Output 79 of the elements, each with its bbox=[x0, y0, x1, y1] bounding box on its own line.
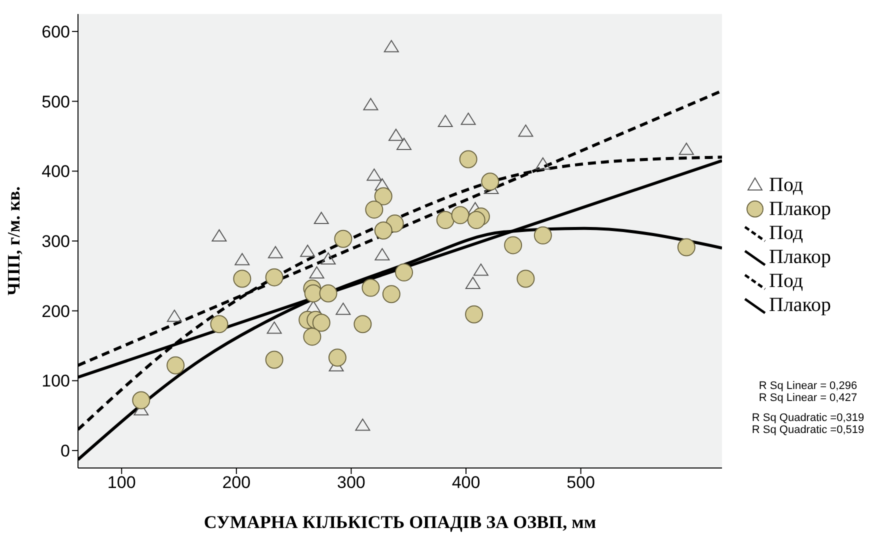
y-tick-label: 500 bbox=[42, 92, 70, 112]
point bbox=[473, 264, 488, 276]
point bbox=[234, 253, 250, 266]
point bbox=[306, 300, 321, 313]
y-tick-label: 100 bbox=[42, 372, 70, 391]
point bbox=[319, 284, 338, 302]
point bbox=[535, 157, 550, 170]
point bbox=[132, 391, 150, 410]
point bbox=[266, 322, 282, 334]
text: R Sq Quadratic =0,319 bbox=[750, 412, 866, 424]
point bbox=[374, 187, 392, 206]
x-axis-title: СУМАРНА КІЛЬКІСТЬ ОПАДІВ ЗА ОЗВП, мм bbox=[204, 512, 596, 532]
point bbox=[265, 268, 284, 286]
point bbox=[438, 114, 453, 127]
point bbox=[314, 212, 329, 224]
point bbox=[534, 226, 552, 244]
point bbox=[384, 40, 399, 52]
text: R Sq Linear = 0,427 bbox=[758, 392, 858, 404]
point bbox=[396, 138, 412, 150]
y-axis-title: ЧПП, г/м. кв. bbox=[3, 186, 24, 296]
point bbox=[166, 310, 182, 322]
point bbox=[265, 350, 284, 369]
point bbox=[233, 270, 252, 288]
point bbox=[312, 314, 330, 332]
point bbox=[303, 328, 322, 346]
x-tick-label: 100 bbox=[107, 473, 136, 492]
legend-label: Плакор bbox=[769, 294, 832, 316]
point bbox=[465, 276, 480, 290]
legend-label: Под bbox=[769, 270, 804, 292]
text: R Sq Linear = 0,296 bbox=[758, 380, 858, 392]
point bbox=[388, 128, 404, 141]
point bbox=[451, 206, 470, 224]
point bbox=[268, 246, 283, 258]
point bbox=[362, 278, 380, 297]
point bbox=[212, 229, 227, 242]
x-tick-label: 200 bbox=[222, 473, 251, 492]
point bbox=[374, 178, 390, 191]
point bbox=[374, 222, 392, 240]
legend-label: Плакор bbox=[769, 246, 832, 268]
point bbox=[334, 230, 352, 248]
point bbox=[467, 211, 486, 230]
legend-label: Плакор bbox=[769, 198, 832, 220]
point bbox=[677, 238, 696, 256]
point bbox=[459, 150, 478, 168]
point bbox=[210, 315, 228, 334]
point bbox=[481, 172, 500, 191]
y-tick-label: 200 bbox=[42, 302, 70, 321]
point bbox=[320, 252, 336, 265]
x-tick-label: 300 bbox=[337, 473, 366, 492]
point bbox=[366, 168, 382, 181]
point bbox=[355, 418, 370, 431]
point bbox=[460, 112, 476, 125]
y-tick-label: 600 bbox=[42, 22, 70, 42]
point bbox=[363, 98, 378, 110]
point bbox=[300, 244, 316, 257]
point bbox=[304, 284, 322, 302]
point bbox=[518, 124, 534, 137]
point bbox=[166, 356, 185, 374]
point bbox=[365, 200, 384, 219]
point bbox=[328, 348, 346, 367]
point bbox=[309, 266, 324, 279]
point bbox=[516, 270, 535, 288]
point bbox=[374, 248, 390, 260]
point bbox=[382, 285, 400, 304]
y-tick-label: 400 bbox=[42, 162, 70, 182]
point bbox=[436, 211, 454, 230]
point bbox=[678, 142, 694, 155]
legend-label: Под bbox=[769, 174, 804, 196]
legend-label: Под bbox=[769, 222, 804, 244]
point bbox=[504, 236, 522, 254]
point bbox=[336, 302, 351, 315]
y-tick-label: 300 bbox=[42, 232, 70, 252]
point bbox=[354, 315, 372, 334]
x-tick-label: 400 bbox=[452, 473, 480, 492]
point bbox=[465, 305, 484, 324]
point bbox=[395, 263, 414, 282]
y-tick-label: 0 bbox=[60, 442, 70, 461]
text: R Sq Quadratic =0,519 bbox=[750, 424, 866, 436]
x-tick-label: 500 bbox=[566, 473, 595, 492]
